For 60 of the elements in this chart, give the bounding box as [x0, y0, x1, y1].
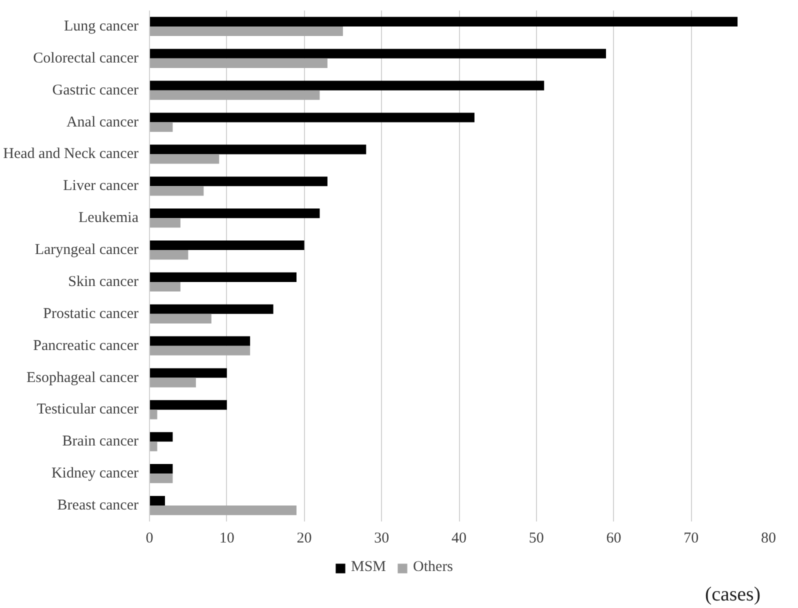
y-tick-label: Gastric cancer	[52, 82, 139, 98]
x-tick-label: 40	[452, 530, 466, 546]
y-tick-label: Lung cancer	[64, 18, 139, 34]
x-tick-label: 80	[761, 530, 776, 546]
y-tick-label: Kidney cancer	[51, 466, 139, 482]
y-tick-label: Liver cancer	[63, 178, 139, 194]
bar	[150, 16, 738, 26]
bar	[150, 464, 173, 474]
bar	[150, 346, 250, 356]
bar	[150, 48, 606, 58]
bar	[150, 410, 158, 420]
bar	[150, 186, 204, 196]
legend-label: MSM	[351, 559, 386, 576]
bar	[150, 144, 366, 154]
y-tick-label: Anal cancer	[66, 114, 139, 130]
y-tick-label: Laryngeal cancer	[34, 242, 139, 258]
y-tick-label: Pancreatic cancer	[33, 338, 139, 354]
bar	[150, 240, 304, 250]
x-tick-label: 10	[219, 530, 234, 546]
y-tick-label: Breast cancer	[57, 498, 139, 514]
bar	[150, 154, 220, 164]
bar	[150, 122, 173, 132]
bar	[150, 90, 320, 100]
bar	[150, 176, 328, 186]
y-tick-label: Brain cancer	[62, 434, 139, 450]
y-tick-label: Testicular cancer	[36, 402, 139, 418]
bar	[150, 218, 180, 228]
bar	[150, 282, 180, 292]
x-tick-label: 60	[606, 530, 622, 546]
bar	[150, 58, 328, 68]
x-tick-label: 50	[528, 530, 544, 546]
bar	[150, 442, 158, 452]
x-tick-label: 0	[146, 530, 154, 546]
y-tick-label: Colorectal cancer	[33, 50, 139, 66]
bar	[150, 506, 297, 516]
bar	[150, 250, 188, 260]
bar	[150, 208, 320, 218]
bar	[150, 432, 173, 442]
x-tick-label: 20	[296, 530, 312, 546]
bar	[150, 378, 196, 388]
y-tick-label: Prostatic cancer	[43, 306, 139, 322]
bar	[150, 80, 544, 90]
bar	[150, 496, 165, 506]
bar	[150, 400, 227, 410]
x-axis-title: (cases)	[704, 584, 761, 606]
x-tick-label: 70	[684, 530, 699, 546]
bar	[150, 474, 173, 484]
legend-label: Others	[413, 559, 454, 576]
y-tick-label: Esophageal cancer	[26, 370, 139, 386]
x-tick-label: 30	[374, 530, 390, 546]
bar	[150, 26, 343, 36]
bar	[150, 112, 474, 122]
bar	[150, 304, 274, 314]
y-tick-label: Head and Neck cancer	[3, 146, 139, 162]
bar	[150, 368, 227, 378]
bar	[150, 314, 212, 324]
bar	[150, 272, 297, 282]
bar	[150, 336, 250, 346]
y-tick-label: Leukemia	[78, 210, 139, 226]
y-tick-label: Skin cancer	[68, 274, 139, 290]
